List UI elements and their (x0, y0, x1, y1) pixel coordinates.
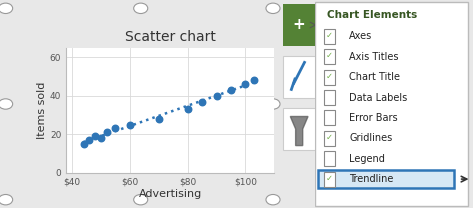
Circle shape (0, 99, 13, 109)
FancyBboxPatch shape (324, 172, 335, 187)
Text: ✓: ✓ (326, 51, 333, 60)
Point (227, 88, 235, 92)
Point (198, 100, 206, 103)
Circle shape (0, 194, 13, 205)
Title: Scatter chart: Scatter chart (125, 30, 216, 44)
Text: Trendline: Trendline (350, 174, 394, 184)
Point (242, 83, 249, 86)
FancyBboxPatch shape (324, 70, 335, 85)
Text: ✓: ✓ (326, 31, 333, 40)
Circle shape (266, 99, 280, 109)
Circle shape (266, 3, 280, 14)
FancyBboxPatch shape (318, 170, 454, 188)
Text: ✓: ✓ (326, 133, 333, 142)
Point (112, 127, 119, 130)
Text: Error Bars: Error Bars (350, 113, 398, 123)
Text: ✓: ✓ (326, 72, 333, 81)
Point (80, 142, 88, 146)
FancyBboxPatch shape (283, 108, 315, 150)
FancyBboxPatch shape (283, 56, 315, 98)
Point (184, 108, 192, 111)
Point (250, 79, 258, 82)
Point (91, 135, 99, 138)
Circle shape (266, 194, 280, 205)
X-axis label: Advertising: Advertising (139, 189, 202, 199)
FancyBboxPatch shape (324, 29, 335, 44)
Point (97, 136, 105, 140)
Point (86, 138, 93, 142)
Text: Gridlines: Gridlines (350, 133, 393, 143)
FancyBboxPatch shape (324, 90, 335, 105)
FancyBboxPatch shape (324, 151, 335, 166)
Point (103, 131, 111, 134)
FancyBboxPatch shape (315, 2, 468, 206)
Circle shape (134, 194, 148, 205)
Point (213, 94, 220, 98)
Text: Data Labels: Data Labels (350, 93, 408, 103)
Circle shape (0, 3, 13, 14)
FancyBboxPatch shape (283, 4, 315, 46)
Text: +: + (293, 17, 306, 32)
Y-axis label: Items sold: Items sold (37, 82, 47, 139)
Circle shape (134, 3, 148, 14)
Polygon shape (290, 116, 308, 146)
FancyBboxPatch shape (324, 49, 335, 64)
Text: Legend: Legend (350, 154, 385, 164)
Text: Chart Title: Chart Title (350, 72, 401, 82)
Text: ✓: ✓ (326, 173, 333, 183)
Text: Axis Titles: Axis Titles (350, 52, 399, 62)
FancyBboxPatch shape (324, 131, 335, 146)
FancyBboxPatch shape (324, 110, 335, 125)
Text: Axes: Axes (350, 31, 373, 41)
Point (126, 123, 133, 126)
Point (155, 117, 163, 121)
Text: Chart Elements: Chart Elements (327, 10, 418, 20)
